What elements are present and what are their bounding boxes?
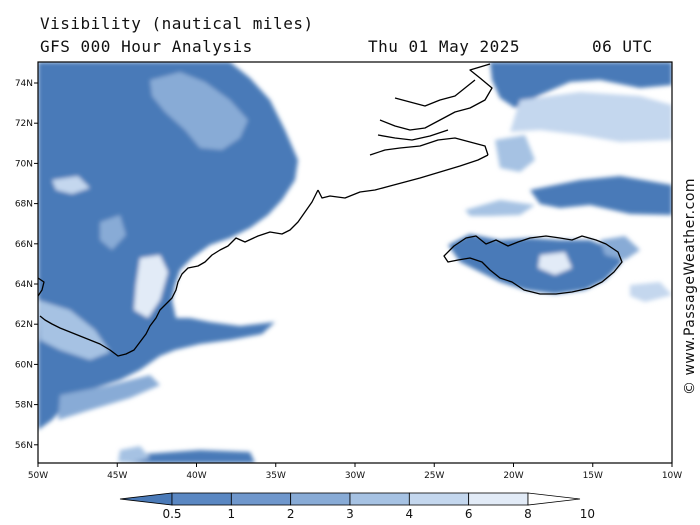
colorbar-label: 8 <box>524 507 532 521</box>
x-tick-label: 10W <box>662 471 682 481</box>
y-tick-label: 56N <box>15 441 33 451</box>
x-tick-label: 30W <box>345 471 365 481</box>
greenland-east-coast <box>39 154 489 357</box>
colorbar-label: 1 <box>228 507 236 521</box>
light-visibility-patch-north-greenland <box>150 72 248 150</box>
colorbar-extend-high <box>527 492 581 506</box>
low-visibility-area-norwegian-sea <box>530 176 672 215</box>
colorbar-label: 2 <box>287 507 295 521</box>
colorbar-label: 0.5 <box>162 507 181 521</box>
forecast-time: 06 UTC <box>592 37 653 56</box>
low-visibility-area-greenland-sea <box>490 62 672 108</box>
x-tick-label: 15W <box>583 471 603 481</box>
clear-patch-greenland-west <box>52 176 90 194</box>
colorbar-segment <box>468 492 529 506</box>
x-tick-label: 20W <box>503 471 523 481</box>
map-title: Visibility (nautical miles) <box>40 14 314 33</box>
x-tick-label: 40W <box>186 471 206 481</box>
clear-patch-greenland-south <box>134 255 168 318</box>
colorbar-label: 4 <box>406 507 414 521</box>
x-tick-label: 35W <box>266 471 286 481</box>
watermark-text: © www.PassageWeather.com <box>682 178 698 395</box>
colorbar-label: 3 <box>346 507 354 521</box>
y-tick-label: 66N <box>15 240 33 250</box>
clear-patch-iceland-interior <box>538 252 572 275</box>
light-patch-sw-greenland <box>58 375 160 420</box>
light-patch-norwegian-sea <box>465 200 535 216</box>
low-visibility-area-greenland <box>38 62 298 430</box>
y-tick-label: 70N <box>15 159 33 169</box>
light-patch-jan-mayen <box>495 135 535 172</box>
low-visibility-area-south-atlantic <box>130 450 255 463</box>
light-patch-greenland-sea <box>510 92 672 142</box>
x-tick-label: 45W <box>107 471 127 481</box>
labrador-coast <box>38 277 45 297</box>
colorbar: 0.5 1 2 3 4 6 8 10 <box>119 492 595 521</box>
colorbar-label: 10 <box>580 507 595 521</box>
y-tick-label: 72N <box>15 119 33 129</box>
y-axis-ticks: 74N 72N 70N 68N 66N 64N 62N 60N 58N 56N <box>15 79 38 451</box>
x-tick-label: 25W <box>424 471 444 481</box>
y-tick-label: 62N <box>15 320 33 330</box>
y-tick-label: 74N <box>15 79 33 89</box>
visibility-field <box>38 62 672 463</box>
coastlines <box>38 63 623 357</box>
colorbar-segment <box>349 492 410 506</box>
colorbar-segment <box>290 492 351 506</box>
light-patch-east-iceland <box>600 236 640 260</box>
colorbar-extend-low <box>119 492 173 506</box>
map-subtitle: GFS 000 Hour Analysis <box>40 37 253 56</box>
y-tick-label: 58N <box>15 401 33 411</box>
greenland-northeast-coast <box>369 63 493 156</box>
colorbar-segment <box>408 492 470 506</box>
iceland-coast <box>443 235 623 295</box>
y-tick-label: 60N <box>15 360 33 370</box>
light-patch-south-atlantic <box>118 446 150 463</box>
y-tick-label: 68N <box>15 200 33 210</box>
light-patch-east-atlantic <box>630 282 672 302</box>
colorbar-segment <box>230 492 292 506</box>
light-patch-greenland-center <box>100 215 126 250</box>
colorbar-label: 6 <box>465 507 473 521</box>
colorbar-segment <box>171 492 232 506</box>
x-tick-label: 50W <box>28 471 48 481</box>
y-tick-label: 64N <box>15 280 33 290</box>
x-axis-ticks: 50W 45W 40W 35W 30W 25W 20W 15W 10W <box>28 463 682 481</box>
low-visibility-area-iceland <box>448 234 622 294</box>
light-patch-labrador-sea <box>38 300 110 360</box>
forecast-date: Thu 01 May 2025 <box>368 37 520 56</box>
